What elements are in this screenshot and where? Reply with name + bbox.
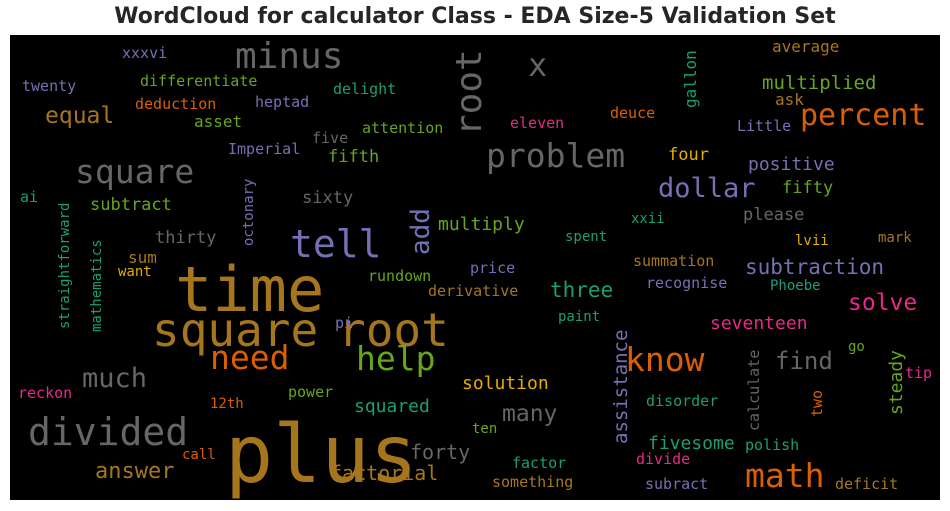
word-attention: attention <box>362 119 444 137</box>
word-asset: asset <box>194 112 243 131</box>
word-sum: sum <box>128 248 157 267</box>
word-plus: plus <box>225 408 418 500</box>
word-subract: subract <box>645 475 709 493</box>
word-squared: squared <box>354 396 430 417</box>
word-ask: ask <box>775 90 804 109</box>
word-fifty: fifty <box>782 178 834 198</box>
word-divide: divide <box>636 450 691 468</box>
chart-title: WordCloud for calculator Class - EDA Siz… <box>114 4 836 29</box>
word-five: five <box>312 129 349 147</box>
word-deuce: deuce <box>610 104 656 122</box>
word-subtraction: subtraction <box>745 255 885 279</box>
word-spent: spent <box>565 229 608 245</box>
word-dollar: dollar <box>658 173 756 204</box>
word-multiply: multiply <box>438 214 525 235</box>
word-ten: ten <box>472 421 498 437</box>
word-call: call <box>182 447 216 463</box>
word-twenty: twenty <box>22 77 77 95</box>
word-need: need <box>210 338 290 377</box>
word-add: add <box>406 207 436 255</box>
word-pi: pi <box>335 314 354 332</box>
word-calculate: calculate <box>745 349 763 431</box>
word-phoebe: Phoebe <box>770 278 821 294</box>
word-price: price <box>470 259 516 277</box>
word-eleven: eleven <box>510 114 565 132</box>
word-rundown: rundown <box>368 267 432 285</box>
word-divided: divided <box>28 410 189 454</box>
word-summation: summation <box>633 252 715 270</box>
word-two: two <box>808 389 826 417</box>
word-problem: problem <box>486 136 626 175</box>
word-xxii: xxii <box>631 211 665 227</box>
word-factorial: factorial <box>330 461 439 485</box>
word-fifth: fifth <box>328 147 380 167</box>
word-square: square <box>75 152 195 191</box>
word-factor: factor <box>512 454 567 472</box>
word-please: please <box>743 205 805 225</box>
word-find: find <box>775 347 833 375</box>
word-four: four <box>668 145 709 165</box>
word-three: three <box>550 278 614 302</box>
word-heptad: heptad <box>255 93 310 111</box>
word-go: go <box>848 339 865 355</box>
word-time: time <box>175 253 325 326</box>
word-deduction: deduction <box>135 95 217 113</box>
wordcloud-canvas: plus time square root divided tell minus root pr… <box>10 35 940 500</box>
word-recognise: recognise <box>646 274 728 292</box>
word-octonary: octonary <box>241 178 257 247</box>
word-xxxvi: xxxvi <box>122 44 168 62</box>
word-differentiate: differentiate <box>140 72 258 90</box>
word-reckon: reckon <box>18 384 73 402</box>
word-derivative: derivative <box>428 282 519 300</box>
word-little: Little <box>737 117 792 135</box>
word-root: root <box>338 303 449 357</box>
word-positive: positive <box>748 154 835 175</box>
word-square: square <box>152 303 319 357</box>
word-steady: steady <box>886 349 907 415</box>
word-mathematics: mathematics <box>89 239 105 333</box>
word-know: know <box>625 340 705 379</box>
word-average: average <box>772 37 840 56</box>
word-subtract: subtract <box>90 195 172 215</box>
word-forty: forty <box>410 440 471 464</box>
word-help: help <box>356 339 436 378</box>
word-straightforward: straightforward <box>57 202 73 329</box>
word-something: something <box>492 473 574 491</box>
word-math: math <box>745 456 825 495</box>
word-percent: percent <box>800 98 927 133</box>
word-fivesome: fivesome <box>648 433 735 454</box>
word-root: root <box>449 49 490 137</box>
word-disorder: disorder <box>646 392 719 410</box>
word-solution: solution <box>462 373 549 394</box>
word-delight: delight <box>333 80 397 98</box>
word-lvii: lvii <box>795 233 829 249</box>
word-mark: mark <box>878 230 912 246</box>
word-thirty: thirty <box>155 228 217 248</box>
word-x: x <box>528 46 548 84</box>
word-gallon: gallon <box>681 49 700 108</box>
word-12th: 12th <box>210 396 244 412</box>
word-minus: minus <box>235 36 344 77</box>
word-many: many <box>502 401 558 427</box>
word-paint: paint <box>558 309 601 325</box>
word-much: much <box>82 363 148 394</box>
word-tell: tell <box>290 222 382 266</box>
word-multiplied: multiplied <box>762 72 877 94</box>
word-tip: tip <box>905 364 933 382</box>
word-deficit: deficit <box>835 475 899 493</box>
word-power: power <box>288 383 334 401</box>
word-seventeen: seventeen <box>710 313 808 334</box>
word-assistance: assistance <box>610 329 632 444</box>
word-equal: equal <box>45 103 115 129</box>
word-want: want <box>118 264 152 280</box>
word-imperial: Imperial <box>228 140 301 158</box>
word-solve: solve <box>848 290 918 316</box>
word-ai: ai <box>20 188 39 206</box>
word-sixty: sixty <box>302 188 354 208</box>
word-polish: polish <box>745 436 800 454</box>
word-answer: answer <box>95 459 175 484</box>
